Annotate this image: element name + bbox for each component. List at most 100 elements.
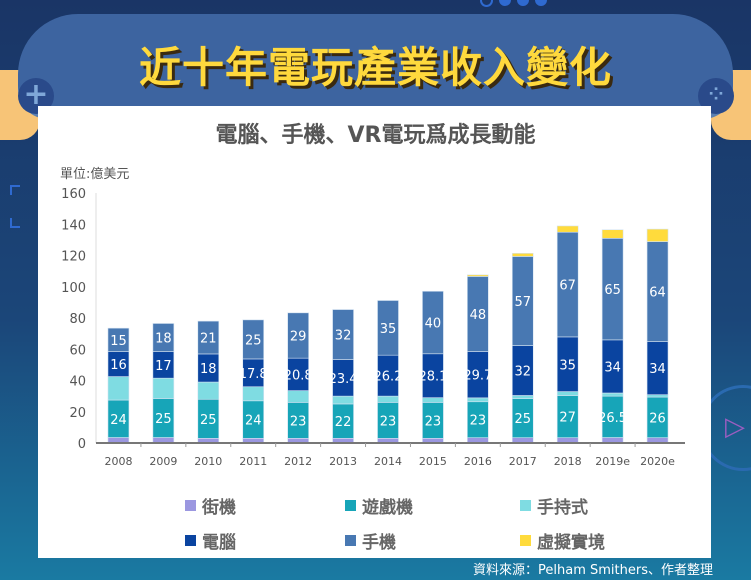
- bar-segment-5: [646, 228, 669, 242]
- x-tick-label: 2014: [374, 455, 402, 468]
- data-label: 23: [380, 414, 397, 429]
- data-label: 25: [514, 412, 531, 427]
- bar-segment-5: [467, 274, 489, 277]
- bar-segment-4: [422, 290, 444, 355]
- bar-segment-2: [287, 390, 309, 403]
- legend-label: 手機: [362, 533, 396, 553]
- legend-swatch: [345, 500, 356, 511]
- data-label: 35: [380, 322, 397, 337]
- legend-swatch: [520, 500, 531, 511]
- bar-segment-4: [152, 323, 175, 352]
- x-tick-label: 2018: [554, 455, 582, 468]
- bar-segment-4: [242, 319, 265, 360]
- data-label: 26.5: [598, 411, 627, 426]
- data-label: 25: [245, 333, 262, 348]
- data-label: 28.1: [418, 370, 447, 385]
- data-label: 27: [559, 411, 576, 426]
- bar-segment-2: [646, 394, 669, 398]
- x-tick-label: 2013: [329, 455, 357, 468]
- data-label: 65: [604, 283, 621, 298]
- data-label: 16: [110, 358, 127, 373]
- data-label: 29.7: [463, 369, 492, 384]
- data-label: 35: [559, 358, 576, 373]
- bar-segment-2: [422, 397, 444, 403]
- data-label: 18: [155, 332, 172, 347]
- bar-segment-2: [332, 395, 354, 405]
- y-tick-label: 160: [61, 187, 86, 202]
- x-tick-label: 2015: [419, 455, 447, 468]
- page-dot: [499, 0, 511, 6]
- bar-segment-2: [601, 392, 624, 397]
- legend: 街機 遊戲機 手持式電腦 手機 虛擬實境: [185, 493, 680, 553]
- legend-swatch: [520, 535, 531, 546]
- page-dot: [480, 0, 493, 7]
- data-label: 25: [200, 413, 217, 428]
- data-label: 21: [200, 332, 217, 347]
- y-tick-label: 0: [78, 437, 86, 452]
- data-label: 23: [470, 414, 487, 429]
- legend-item: 手機: [345, 528, 520, 553]
- data-label: 15: [110, 334, 127, 349]
- bar-segment-4: [107, 327, 130, 352]
- y-tick-label: 100: [61, 281, 86, 296]
- x-tick-label: 2011: [239, 455, 267, 468]
- legend-item: 遊戲機: [345, 493, 520, 518]
- bar-segment-4: [287, 312, 309, 359]
- x-tick-label: 2020e: [640, 455, 675, 468]
- bars: 24 16 15 25 17 18 25 18 21 24 17.8 25 23 20.8 29 22 23.4…: [107, 225, 669, 444]
- data-label: 23: [425, 414, 442, 429]
- legend-label: 遊戲機: [362, 498, 413, 518]
- y-tick-label: 140: [61, 218, 86, 233]
- bar-segment-2: [377, 395, 399, 403]
- y-tick-label: 20: [69, 406, 86, 421]
- bar-segment-5: [556, 225, 579, 233]
- title-banner: [18, 14, 733, 114]
- bar-segment-4: [332, 309, 354, 360]
- source-note: 資料來源：Pelham Smithers、作者整理: [473, 563, 713, 578]
- play-icon: ▷: [725, 412, 745, 442]
- data-label: 24: [110, 413, 127, 428]
- page-title: 近十年電玩產業收入變化: [138, 43, 612, 92]
- legend-swatch: [185, 500, 196, 511]
- chart-card: [38, 106, 711, 558]
- bar-segment-2: [467, 397, 489, 403]
- legend-item: 電腦: [185, 528, 345, 553]
- page-dot: [535, 0, 547, 6]
- bar-segment-2: [107, 376, 130, 401]
- data-label: 20.8: [284, 368, 313, 383]
- page-indicator: [480, 0, 547, 7]
- legend-swatch: [185, 535, 196, 546]
- legend-label: 電腦: [202, 533, 236, 553]
- y-tick-label: 60: [69, 343, 86, 358]
- data-label: 18: [200, 362, 217, 377]
- bar-segment-5: [601, 229, 624, 239]
- bar-segment-2: [197, 381, 220, 400]
- bar-segment-2: [556, 391, 579, 396]
- corner-bracket-icon: [10, 185, 20, 195]
- data-label: 25: [155, 412, 172, 427]
- legend-label: 虛擬實境: [537, 533, 605, 553]
- x-axis: 2008 2009 2010 2011 2012 2013 2014 2015 2016 2017…: [96, 442, 685, 468]
- data-label: 67: [559, 279, 576, 294]
- x-tick-label: 2012: [284, 455, 312, 468]
- data-label: 34: [649, 362, 666, 377]
- page-dot: [517, 0, 529, 6]
- data-label: 17.8: [239, 367, 268, 382]
- x-tick-label: 2008: [104, 455, 132, 468]
- data-label: 26.2: [374, 370, 403, 385]
- corner-bracket-icon: [10, 218, 20, 228]
- legend-swatch: [345, 535, 356, 546]
- data-label: 32: [514, 365, 531, 380]
- legend-label: 街機: [202, 498, 236, 518]
- data-label: 29: [290, 330, 307, 345]
- y-tick-label: 120: [61, 250, 86, 265]
- y-tick-label: 40: [69, 375, 86, 390]
- bar-segment-2: [242, 386, 265, 402]
- legend-item: 手持式: [520, 493, 680, 518]
- legend-label: 手持式: [537, 498, 588, 518]
- data-label: 22: [335, 415, 352, 430]
- data-label: 40: [425, 317, 442, 332]
- data-label: 24: [245, 414, 262, 429]
- x-tick-label: 2019e: [595, 455, 630, 468]
